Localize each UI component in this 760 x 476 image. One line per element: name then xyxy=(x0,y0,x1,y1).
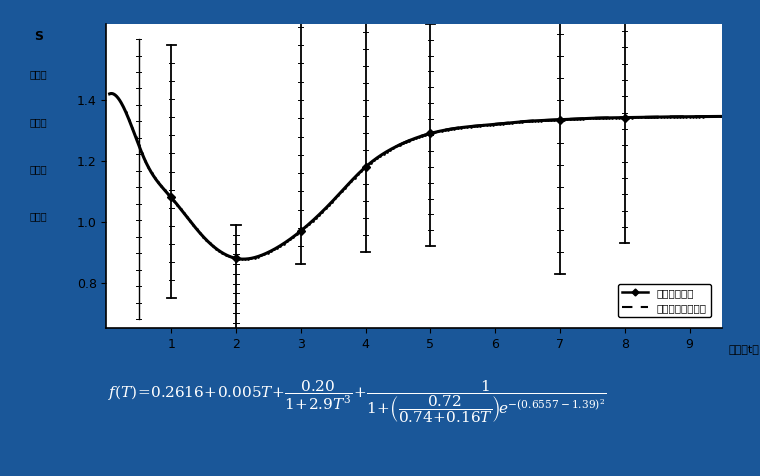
Text: 加速度: 加速度 xyxy=(30,69,47,79)
Legend: 实测每区均值, 等区变化拟合曲线: 实测每区均值, 等区变化拟合曲线 xyxy=(618,284,711,317)
Text: 周期（t）: 周期（t） xyxy=(728,345,759,355)
Text: （建筑: （建筑 xyxy=(30,164,47,174)
Text: S: S xyxy=(34,30,43,43)
Text: $f(T)\!=\!0.2616\!+\!0.005T\!+\!\dfrac{0.20}{1\!+\!2.9T^3}\!+\!\dfrac{1}{1\!+\!\: $f(T)\!=\!0.2616\!+\!0.005T\!+\!\dfrac{0… xyxy=(108,378,606,425)
Text: 工业）: 工业） xyxy=(30,211,47,221)
Text: 反应谱: 反应谱 xyxy=(30,117,47,127)
